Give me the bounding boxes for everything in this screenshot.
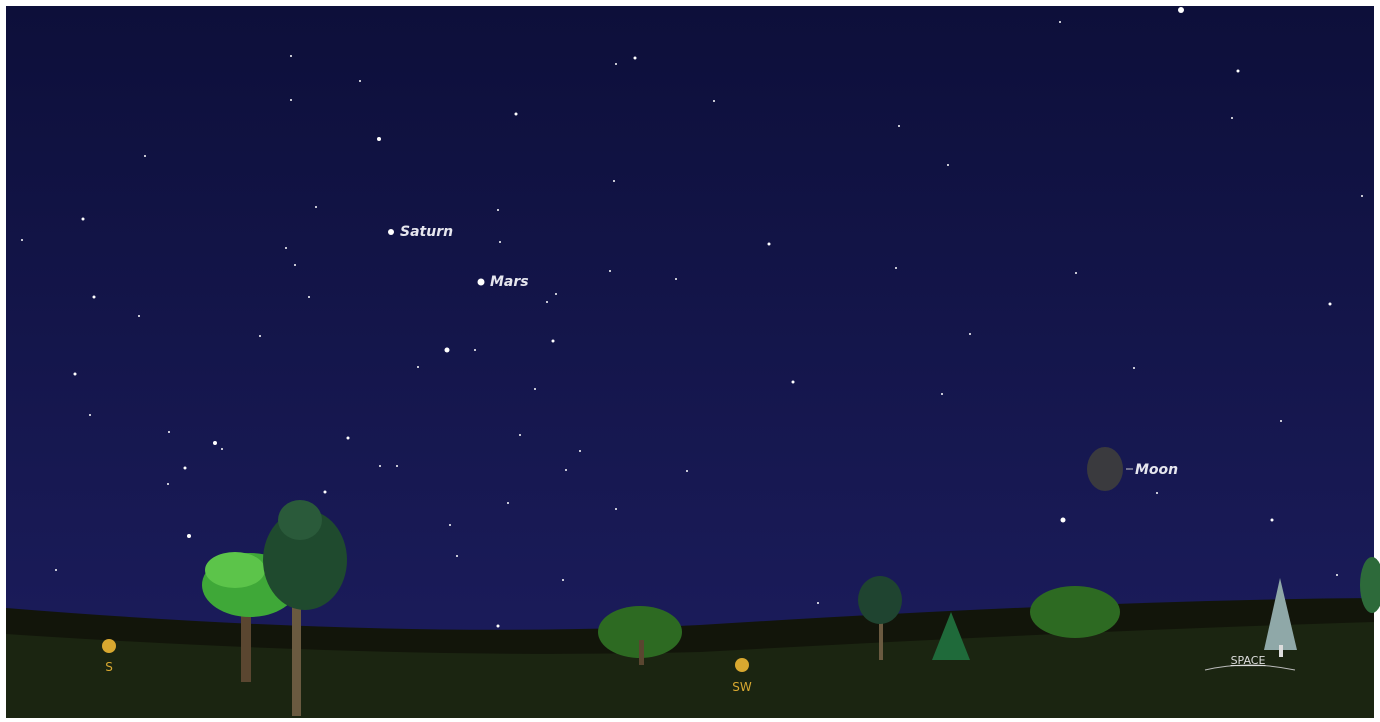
- object-label: Mars: [490, 274, 529, 290]
- star: [895, 267, 897, 269]
- star: [1329, 303, 1332, 306]
- compass-icon: [102, 639, 116, 653]
- star: [221, 448, 223, 450]
- moon: [1087, 447, 1123, 491]
- star: [898, 125, 900, 127]
- star: [507, 502, 509, 504]
- compass-icon: [735, 658, 749, 672]
- star: [519, 434, 521, 436]
- star: [359, 80, 361, 82]
- star: [792, 381, 795, 384]
- star: [552, 340, 555, 343]
- star: [562, 579, 564, 581]
- star: [1059, 21, 1061, 23]
- star: [290, 99, 292, 101]
- star: [1271, 519, 1274, 522]
- object-label: Saturn: [400, 224, 453, 240]
- star: [534, 388, 536, 390]
- star: [615, 508, 617, 510]
- star: [74, 373, 77, 376]
- planetarium-view: Saturn Mars Moon S SW SPACE: [0, 0, 1380, 722]
- star: [817, 602, 819, 604]
- star: [634, 57, 637, 60]
- star: [21, 239, 23, 241]
- star: [613, 180, 615, 182]
- star: [1156, 492, 1158, 494]
- star: [497, 209, 499, 211]
- star: [449, 524, 451, 526]
- star: [474, 349, 476, 351]
- planet-dot: [478, 279, 485, 286]
- star: [609, 270, 611, 272]
- star: [555, 293, 557, 295]
- star: [324, 491, 327, 494]
- star: [713, 100, 715, 102]
- star: [144, 155, 146, 157]
- star: [377, 137, 381, 141]
- star: [445, 348, 450, 353]
- star: [515, 113, 518, 116]
- star: [167, 483, 169, 485]
- star: [1178, 7, 1184, 13]
- star: [1237, 70, 1240, 73]
- star: [1133, 367, 1135, 369]
- star: [294, 264, 296, 266]
- star: [417, 366, 419, 368]
- star: [1336, 574, 1338, 576]
- star: [347, 437, 350, 440]
- star: [213, 441, 217, 445]
- star: [285, 247, 287, 249]
- star: [686, 470, 688, 472]
- star: [187, 534, 191, 538]
- star: [168, 431, 170, 433]
- star: [969, 333, 971, 335]
- star: [82, 218, 85, 221]
- star: [579, 450, 581, 452]
- planet-dot: [388, 229, 394, 235]
- star: [675, 278, 677, 280]
- star: [259, 335, 261, 337]
- star: [565, 469, 567, 471]
- star: [315, 206, 317, 208]
- star: [1280, 420, 1282, 422]
- landmark-label: SPACE: [1231, 654, 1266, 667]
- compass-label: S: [105, 660, 113, 674]
- star: [89, 414, 91, 416]
- star: [1075, 272, 1077, 274]
- star: [1061, 518, 1066, 523]
- star: [499, 241, 501, 243]
- star: [546, 301, 548, 303]
- star: [497, 625, 500, 628]
- star: [1361, 195, 1363, 197]
- compass-label: SW: [732, 680, 752, 694]
- star: [768, 243, 771, 246]
- star: [615, 63, 617, 65]
- star: [93, 296, 96, 299]
- star: [396, 465, 398, 467]
- star: [456, 555, 458, 557]
- star: [184, 467, 187, 470]
- star: [379, 465, 381, 467]
- star: [947, 164, 949, 166]
- star: [1231, 117, 1233, 119]
- star: [290, 55, 292, 57]
- star: [941, 393, 943, 395]
- object-label: Moon: [1135, 462, 1178, 478]
- star: [138, 315, 140, 317]
- star: [308, 296, 310, 298]
- star: [55, 569, 57, 571]
